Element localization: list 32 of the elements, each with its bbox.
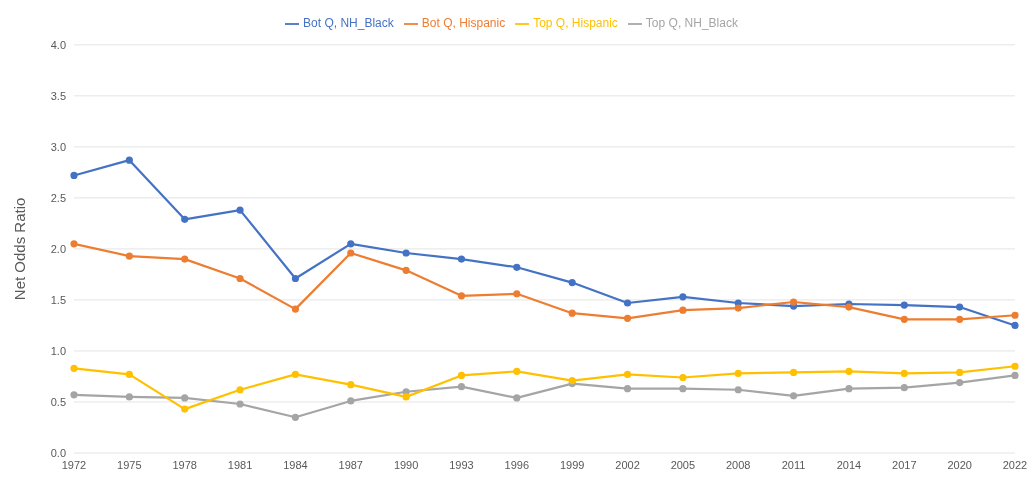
y-tick-label: 4.0 — [50, 38, 66, 51]
x-tick-label: 2022 — [1002, 458, 1028, 471]
y-tick-label: 3.5 — [50, 89, 66, 102]
legend-label: Bot Q, Hispanic — [421, 16, 506, 30]
x-tick-label: 1972 — [61, 458, 87, 471]
x-tick-label: 2014 — [836, 458, 862, 471]
y-tick-label: 0.5 — [50, 395, 66, 408]
y-axis-title: Net Odds Ratio — [11, 197, 29, 301]
x-tick-label: 1990 — [393, 458, 419, 471]
y-tick-label: 3.0 — [50, 140, 66, 153]
legend-label: Top Q, Hispanic — [533, 16, 618, 30]
x-tick-label: 1999 — [559, 458, 585, 471]
y-tick-label: 2.0 — [50, 242, 66, 255]
y-tick-label: 2.5 — [50, 191, 66, 204]
legend-label: Top Q, NH_Black — [645, 16, 738, 30]
x-tick-label: 1978 — [172, 458, 197, 471]
x-tick-label: 2008 — [725, 458, 751, 471]
x-tick-label: 1984 — [283, 458, 308, 471]
x-tick-label: 1981 — [227, 458, 253, 471]
x-tick-label: 1996 — [504, 458, 530, 471]
x-tick-label: 2005 — [670, 458, 696, 471]
y-tick-label: 0.0 — [50, 446, 66, 459]
x-tick-label: 2002 — [615, 458, 640, 471]
x-tick-label: 1993 — [449, 458, 474, 471]
y-tick-label: 1.5 — [50, 293, 66, 306]
legend-label: Bot Q, NH_Black — [303, 16, 394, 30]
x-tick-label: 2011 — [781, 458, 806, 471]
x-tick-label: 2020 — [947, 458, 972, 471]
x-tick-label: 2017 — [892, 458, 917, 471]
x-tick-label: 1987 — [338, 458, 364, 471]
x-tick-label: 1975 — [117, 458, 142, 471]
y-tick-label: 1.0 — [50, 344, 66, 357]
